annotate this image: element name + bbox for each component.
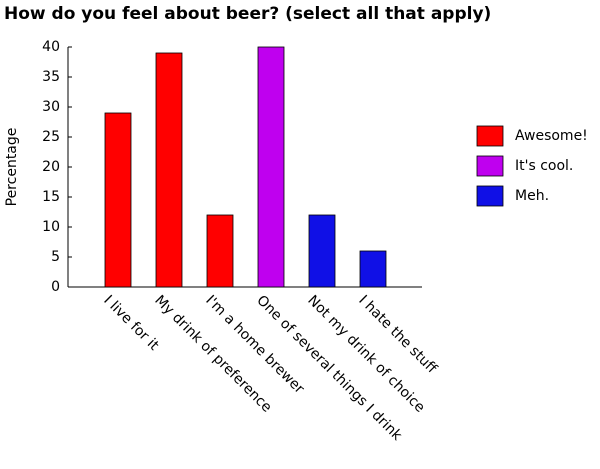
- legend-label: It's cool.: [515, 158, 573, 174]
- legend-swatch: [476, 125, 504, 147]
- bar: [257, 46, 285, 288]
- y-tick-label: 35: [42, 69, 60, 85]
- bar: [308, 214, 336, 288]
- legend-label: Awesome!: [515, 128, 588, 144]
- y-tick-label: 0: [51, 279, 60, 295]
- legend-label: Meh.: [515, 188, 549, 204]
- legend-swatch: [476, 185, 504, 207]
- y-axis-label: Percentage: [4, 128, 20, 207]
- bar: [104, 112, 132, 288]
- y-tick-label: 15: [42, 189, 60, 205]
- y-tick-label: 20: [42, 159, 60, 175]
- y-tick-label: 40: [42, 39, 60, 55]
- bar: [359, 250, 387, 288]
- x-tick-label: I'm a home brewer: [202, 292, 307, 397]
- bar: [206, 214, 234, 288]
- y-tick-label: 25: [42, 129, 60, 145]
- chart-title: How do you feel about beer? (select all …: [4, 4, 491, 24]
- y-tick-label: 5: [51, 249, 60, 265]
- y-tick-label: 10: [42, 219, 60, 235]
- legend-swatch: [476, 155, 504, 177]
- bar: [155, 52, 183, 288]
- y-tick-label: 30: [42, 99, 60, 115]
